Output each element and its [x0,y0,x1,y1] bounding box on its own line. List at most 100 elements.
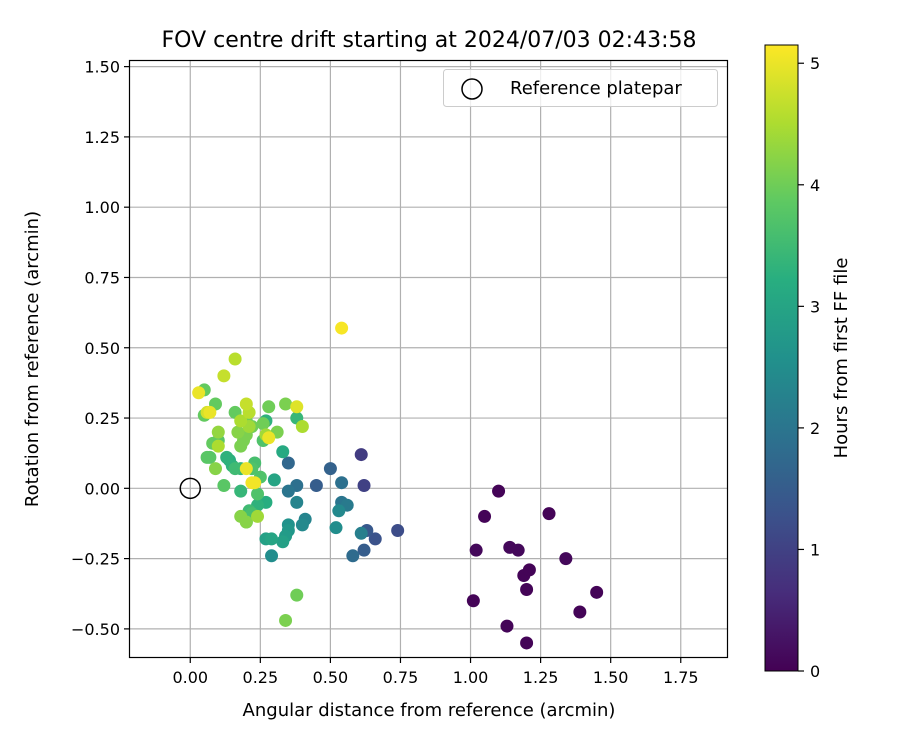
y-tick-label: 1.50 [84,58,120,77]
data-point [279,397,293,411]
data-point [391,523,405,537]
y-tick-label: 0.75 [84,268,120,287]
data-point [354,448,368,462]
data-point [290,400,304,414]
data-point [228,352,242,366]
reference-marker [179,477,202,500]
data-point [228,462,242,476]
y-tick-label: 0.00 [84,479,120,498]
x-axis-label: Angular distance from reference (arcmin) [243,700,616,721]
colorbar-tick-label: 1 [810,540,820,559]
colorbar-tick-label: 4 [810,176,820,195]
x-tick-label: 1.75 [663,668,699,687]
colorbar-gradient [764,44,799,672]
y-axis-ticks: −0.50 −0.25 0.00 0.25 0.50 0.75 1.00 1.25 1.50 [71,58,130,639]
data-point [295,518,309,532]
data-point [234,414,248,428]
data-point [478,509,492,523]
legend: Reference platepar [443,69,718,107]
data-point [239,397,253,411]
data-point [217,479,231,493]
reference-point-marker [179,477,202,500]
data-point [265,549,279,563]
x-tick-label: 0.00 [172,668,208,687]
data-point [251,487,265,501]
data-point [466,594,480,608]
data-point [211,439,225,453]
data-point [309,479,323,493]
data-point [335,321,349,335]
y-tick-label: −0.25 [71,550,120,569]
colorbar-tick-label: 0 [810,662,820,681]
data-point [281,456,295,470]
data-point [217,369,231,383]
data-point [290,495,304,509]
data-point [203,405,217,419]
data-point [231,425,245,439]
y-tick-label: 0.25 [84,409,120,428]
y-tick-label: 0.50 [84,339,120,358]
legend-marker-icon [461,78,483,100]
data-point [276,535,290,549]
data-point [262,400,276,414]
data-point [368,532,382,546]
data-point [267,473,281,487]
data-point [208,462,222,476]
data-point [335,476,349,490]
grid-lines [130,61,727,657]
data-point [573,605,587,619]
data-point [469,543,483,557]
x-axis-ticks: 0.00 0.25 0.50 0.75 1.00 1.25 1.50 1.75 [172,657,699,687]
colorbar-tick-label: 2 [810,419,820,438]
y-tick-label: 1.00 [84,198,120,217]
x-tick-label: 1.00 [453,668,489,687]
data-point [520,583,534,597]
data-point [500,619,514,633]
colorbar: 0 1 2 3 4 5 Hours from first FF file [764,44,852,681]
plot-frame [128,59,729,659]
x-tick-label: 0.75 [383,668,419,687]
legend-label: Reference platepar [510,78,682,99]
legend-box [443,69,718,107]
y-axis-label: Rotation from reference (arcmin) [22,211,43,507]
data-point [357,543,371,557]
data-point [279,613,293,627]
colorbar-label: Hours from first FF file [831,258,852,459]
data-point [520,636,534,650]
data-point [192,386,206,400]
data-point [239,515,253,529]
data-point [239,462,253,476]
data-point [346,549,360,563]
data-points [192,321,604,650]
data-point [511,543,525,557]
data-point [329,521,343,535]
data-point [522,563,536,577]
data-point [295,419,309,433]
x-tick-label: 1.50 [593,668,629,687]
data-point [559,552,573,566]
colorbar-ticks: 0 1 2 3 4 5 [798,54,820,681]
data-point [323,462,337,476]
data-point [256,417,270,431]
y-tick-label: 1.25 [84,128,120,147]
x-tick-label: 1.25 [523,668,559,687]
chart-title: FOV centre drift starting at 2024/07/03 … [162,28,697,53]
data-point [542,507,556,521]
colorbar-tick-label: 5 [810,54,820,73]
data-point [248,476,262,490]
data-point [281,484,295,498]
data-point [332,504,346,518]
data-point [200,450,214,464]
data-point [234,484,248,498]
colorbar-tick-label: 3 [810,297,820,316]
data-point [251,509,265,523]
x-tick-label: 0.50 [313,668,349,687]
data-point [262,431,276,445]
data-point [357,479,371,493]
data-point [590,585,604,599]
y-tick-label: −0.50 [71,620,120,639]
data-point [290,588,304,602]
data-point [265,532,279,546]
data-point [211,425,225,439]
